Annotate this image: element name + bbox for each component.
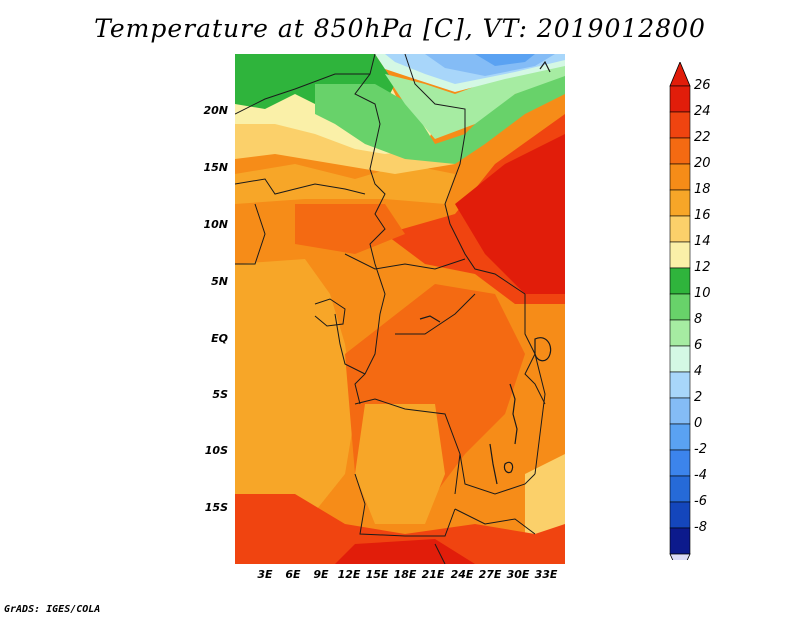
colorbar-label: 16 (694, 208, 711, 223)
colorbar-label: 0 (694, 416, 703, 431)
colorbar-label: 6 (694, 338, 703, 353)
lat-label-10s: 10S (204, 444, 228, 457)
lat-label-15s: 15S (204, 501, 228, 514)
lon-label-21e: 21E (421, 568, 445, 581)
colorbar-label: -4 (694, 468, 707, 483)
colorbar-swatch (669, 215, 691, 243)
plot-title: Temperature at 850hPa [C], VT: 201901280… (94, 14, 706, 43)
lat-label-eq: EQ (211, 332, 228, 345)
colorbar-label: 24 (694, 104, 711, 119)
colorbar-label: 18 (694, 182, 711, 197)
lat-label-10n: 10N (203, 218, 228, 231)
colorbar-swatch (669, 371, 691, 399)
lon-label-24e: 24E (450, 568, 474, 581)
colorbar-swatch (669, 397, 691, 425)
colorbar-label: 14 (694, 234, 711, 249)
colorbar-label: 2 (694, 390, 703, 405)
colorbar-swatch (669, 267, 691, 295)
colorbar-label: 12 (694, 260, 711, 275)
lon-label-6e: 6E (285, 568, 301, 581)
lat-label-15n: 15N (203, 161, 228, 174)
colorbar-label: 22 (694, 130, 711, 145)
lon-label-27e: 27E (478, 568, 502, 581)
lon-label-30e: 30E (506, 568, 530, 581)
colorbar-swatch (669, 189, 691, 217)
lakes (419, 60, 552, 485)
lat-label-5s: 5S (212, 388, 228, 401)
country-borders (235, 54, 546, 564)
colorbar-label: 20 (694, 156, 711, 171)
colorbar-label: 8 (694, 312, 703, 327)
colorbar-swatch (669, 163, 691, 191)
colorbar-label: -6 (694, 494, 707, 509)
colorbar-label: 26 (694, 78, 711, 93)
colorbar-arrow-top (669, 62, 691, 87)
colorbar-swatch (669, 293, 691, 321)
lat-label-5n: 5N (211, 275, 228, 288)
colorbar-swatch (669, 501, 691, 529)
colorbar-swatch (669, 423, 691, 451)
colorbar-swatch (669, 111, 691, 139)
temperature-map (235, 54, 565, 564)
colorbar-swatch (669, 345, 691, 373)
lon-label-33e: 33E (534, 568, 558, 581)
colorbar-label: 10 (694, 286, 711, 301)
lon-label-12e: 12E (337, 568, 361, 581)
lon-label-18e: 18E (393, 568, 417, 581)
colorbar-swatch (669, 85, 691, 113)
grads-credit: GrADS: IGES/COLA (4, 604, 101, 615)
colorbar-arrow-bottom (669, 553, 691, 560)
colorbar-swatch (669, 475, 691, 503)
colorbar-label: -2 (694, 442, 707, 457)
colorbar-swatch (669, 527, 691, 555)
colorbar-swatch (669, 241, 691, 269)
colorbar-swatch (669, 319, 691, 347)
lon-label-3e: 3E (257, 568, 273, 581)
colorbar-label: 4 (694, 364, 703, 379)
colorbar-label: -8 (694, 520, 707, 535)
lon-label-15e: 15E (365, 568, 389, 581)
lon-label-9e: 9E (313, 568, 329, 581)
colorbar-swatch (669, 449, 691, 477)
colorbar-swatch (669, 137, 691, 165)
colorbar (669, 62, 691, 560)
lat-label-20n: 20N (203, 104, 228, 117)
